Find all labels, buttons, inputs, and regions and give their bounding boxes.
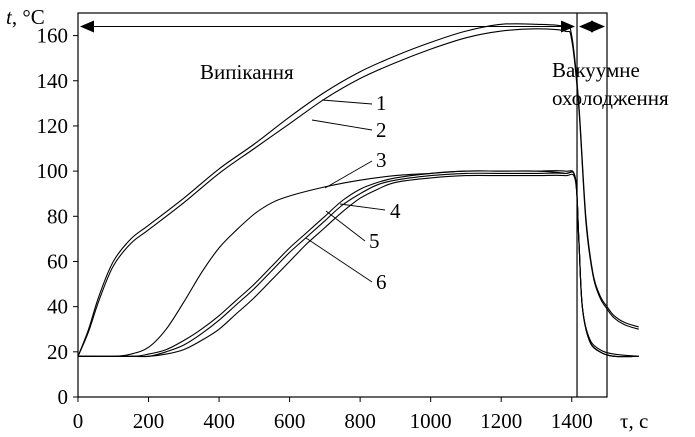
series-label-2: 2 bbox=[376, 118, 387, 142]
phase-label-cooling-line2: охолодження bbox=[552, 86, 669, 110]
y-tick-label: 60 bbox=[47, 249, 68, 273]
x-tick-label: 1000 bbox=[410, 409, 452, 433]
series-lines bbox=[77, 23, 639, 358]
plot-border bbox=[77, 12, 608, 398]
y-tick-label: 160 bbox=[37, 24, 69, 48]
series-leader-1 bbox=[321, 99, 373, 105]
y-axis-title-symbol: t bbox=[6, 5, 13, 29]
y-axis-title: t, °C bbox=[6, 5, 45, 29]
series-leader-2 bbox=[311, 119, 373, 131]
x-tick-label: 600 bbox=[274, 409, 306, 433]
series-line-6 bbox=[78, 173, 639, 358]
y-tick-label: 40 bbox=[47, 295, 68, 319]
x-axis-title: τ, с bbox=[620, 409, 648, 433]
series-leader-5 bbox=[325, 210, 366, 242]
y-axis-title-unit: , °C bbox=[12, 5, 45, 29]
series-label-3: 3 bbox=[376, 148, 387, 172]
y-tick-label: 100 bbox=[37, 159, 69, 183]
y-tick-label: 20 bbox=[47, 340, 68, 364]
y-tick-label: 80 bbox=[47, 204, 68, 228]
x-tick-label: 400 bbox=[203, 409, 235, 433]
series-line-2 bbox=[77, 28, 639, 357]
y-tick-label: 120 bbox=[37, 114, 69, 138]
series-line-1 bbox=[77, 23, 639, 357]
series-label-1: 1 bbox=[376, 91, 387, 115]
series-leader-6 bbox=[305, 237, 373, 283]
x-tick-label: 200 bbox=[133, 409, 165, 433]
series-label-4: 4 bbox=[390, 199, 401, 223]
y-tick-label: 140 bbox=[37, 69, 69, 93]
series-leader-3 bbox=[324, 160, 373, 189]
phase-arrow-head-left-0 bbox=[80, 20, 94, 33]
phase-label-cooling-line1: Вакуумне bbox=[552, 58, 640, 82]
phase-arrow-head-right-1 bbox=[591, 20, 605, 33]
series-label-5: 5 bbox=[369, 229, 380, 253]
phase-label-baking: Випікання bbox=[200, 60, 294, 84]
x-tick-label: 0 bbox=[73, 409, 84, 433]
x-tick-label: 800 bbox=[344, 409, 376, 433]
curve-labels: 1 2 3 45 6 bbox=[305, 91, 401, 294]
x-tick-label: 1200 bbox=[480, 409, 522, 433]
x-tick-label: 1400 bbox=[551, 409, 593, 433]
series-label-6: 6 bbox=[376, 270, 387, 294]
plot-frame bbox=[77, 12, 608, 398]
phase-arrow-head-left-1 bbox=[579, 20, 594, 33]
series-line-3 bbox=[77, 170, 639, 358]
phase-annotations: Випікання Вакуумне охолодження bbox=[80, 13, 669, 397]
y-tick-label: 0 bbox=[58, 385, 69, 409]
series-leader-4 bbox=[339, 203, 386, 211]
